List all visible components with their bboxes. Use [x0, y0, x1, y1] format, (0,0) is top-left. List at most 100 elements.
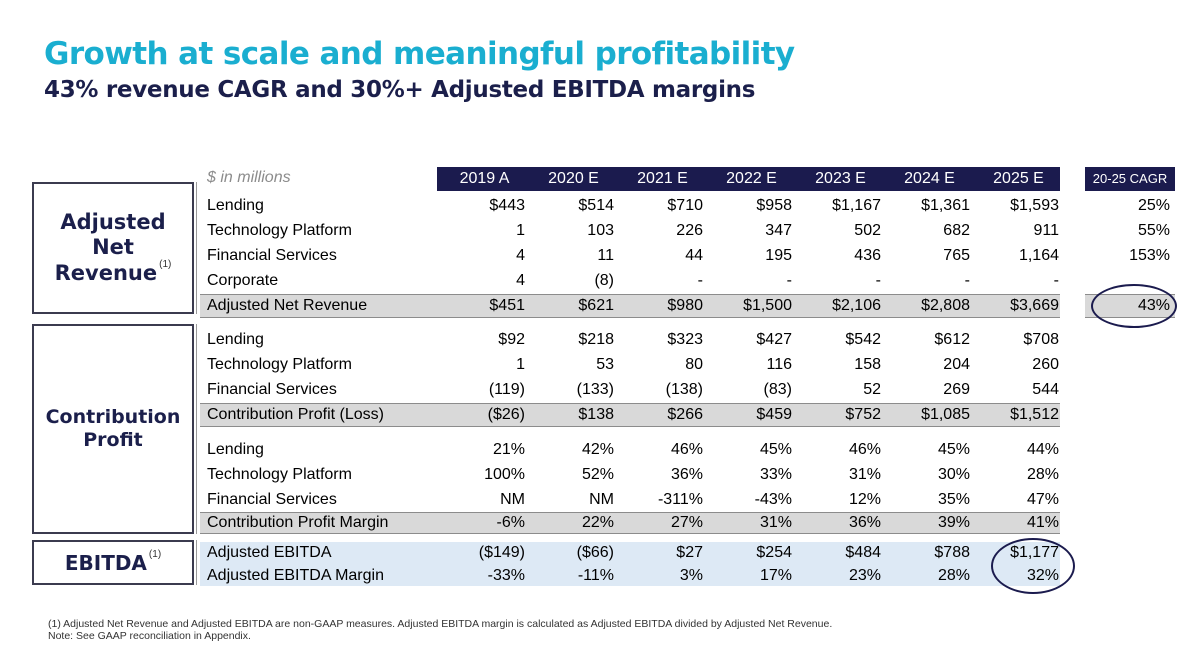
- footnote-1: (1) Adjusted Net Revenue and Adjusted EB…: [48, 618, 833, 630]
- table-cell: $451: [489, 297, 525, 314]
- row-label: Technology Platform: [207, 356, 352, 373]
- table-cell: -: [875, 272, 881, 289]
- table-cell: $752: [845, 406, 881, 423]
- table-cell: 53: [596, 356, 614, 373]
- table-cell: 44: [685, 247, 703, 264]
- table-cell: (138): [665, 381, 703, 398]
- table-cell: 1,164: [1018, 247, 1059, 264]
- table-cell: $1,085: [921, 406, 970, 423]
- table-row: Technology Platform 1 103 226 347 502 682 911 55…: [0, 219, 1194, 243]
- cagr-header: 20-25 CAGR: [1085, 167, 1175, 191]
- table-cell: $323: [667, 331, 703, 348]
- table-cell: 80: [685, 356, 703, 373]
- row-label: Financial Services: [207, 247, 337, 264]
- table-cell: $1,500: [743, 297, 792, 314]
- section-box-revenue: Adjusted Net Revenue (1): [32, 182, 194, 314]
- table-cell: -: [1053, 272, 1059, 289]
- cagr-cell: 153%: [1129, 247, 1170, 264]
- section-contribution-line2: Profit: [83, 429, 143, 451]
- table-cell: $2,808: [921, 297, 970, 314]
- table-cell: 44%: [1026, 441, 1059, 458]
- table-cell: 23%: [848, 567, 881, 584]
- units-label: $ in millions: [207, 169, 291, 186]
- table-cell: 46%: [670, 441, 703, 458]
- table-cell: -11%: [577, 567, 614, 584]
- section-revenue-line2: Net: [92, 235, 134, 260]
- table-cell: 33%: [759, 466, 792, 483]
- table-cell: (8): [594, 272, 614, 289]
- table-cell: 103: [587, 222, 614, 239]
- table-cell: -6%: [496, 514, 525, 531]
- year-header-cell: 2023 E: [815, 170, 866, 187]
- table-cell: $484: [845, 544, 881, 561]
- table-cell: 31%: [759, 514, 792, 531]
- table-row: Financial Services NM NM -311% -43% 12% 35% 47%: [0, 488, 1194, 512]
- row-label: Financial Services: [207, 381, 337, 398]
- table-cell: 36%: [848, 514, 881, 531]
- row-label: Adjusted EBITDA: [207, 544, 332, 561]
- table-cell: $1,593: [1010, 197, 1059, 214]
- row-label: Contribution Profit Margin: [207, 514, 389, 531]
- table-cell: 11: [597, 247, 614, 264]
- table-cell: -: [964, 272, 970, 289]
- table-cell: 260: [1032, 356, 1059, 373]
- table-cell: 502: [854, 222, 881, 239]
- section-revenue-line1: Adjusted: [60, 210, 166, 235]
- table-cell: $958: [756, 197, 792, 214]
- page-subtitle: 43% revenue CAGR and 30%+ Adjusted EBITD…: [44, 77, 756, 103]
- table-cell: 41%: [1026, 514, 1059, 531]
- table-cell: 436: [854, 247, 881, 264]
- table-cell: 28%: [937, 567, 970, 584]
- table-cell: NM: [589, 491, 614, 508]
- table-cell: 30%: [937, 466, 970, 483]
- table-cell: $1,361: [921, 197, 970, 214]
- table-cell: (119): [488, 381, 525, 398]
- table-cell: 52: [863, 381, 881, 398]
- table-cell: $266: [667, 406, 703, 423]
- table-cell: $2,106: [832, 297, 881, 314]
- row-label: Lending: [207, 197, 264, 214]
- table-cell: 204: [943, 356, 970, 373]
- footnote-marker: (1): [159, 258, 172, 270]
- table-cell: 100%: [484, 466, 525, 483]
- table-row: Lending $92 $218 $323 $427 $542 $612 $708: [0, 328, 1194, 352]
- table-cell: -: [697, 272, 703, 289]
- table-cell: $514: [578, 197, 614, 214]
- table-cell: $612: [934, 331, 970, 348]
- highlight-band-contribution-profit: [200, 403, 1060, 427]
- table-cell: 911: [1033, 222, 1059, 239]
- table-cell: 765: [943, 247, 970, 264]
- table-cell: 4: [516, 272, 525, 289]
- separator-line: [196, 182, 197, 314]
- table-cell: ($66): [576, 544, 614, 561]
- table-cell: $254: [756, 544, 792, 561]
- table-cell: $980: [667, 297, 703, 314]
- row-label: Adjusted EBITDA Margin: [207, 567, 384, 584]
- footnote-marker: (1): [148, 548, 162, 560]
- table-cell: 52%: [581, 466, 614, 483]
- table-row: Technology Platform 100% 52% 36% 33% 31% 30% 28…: [0, 463, 1194, 487]
- table-cell: $218: [578, 331, 614, 348]
- table-row: Lending $443 $514 $710 $958 $1,167 $1,361 $1,59…: [0, 194, 1194, 218]
- table-cell: 45%: [759, 441, 792, 458]
- row-label: Contribution Profit (Loss): [207, 406, 384, 423]
- table-cell: 21%: [492, 441, 525, 458]
- table-cell: 195: [765, 247, 792, 264]
- table-cell: 17%: [759, 567, 792, 584]
- table-cell: $788: [934, 544, 970, 561]
- separator-line: [196, 324, 197, 534]
- table-cell: $1,167: [832, 197, 881, 214]
- table-cell: -: [786, 272, 792, 289]
- year-header-cell: 2025 E: [993, 170, 1044, 187]
- table-cell: 27%: [670, 514, 703, 531]
- page-title: Growth at scale and meaningful profitabi…: [44, 36, 795, 72]
- section-revenue-line3: Revenue: [54, 260, 158, 285]
- footnote-2: Note: See GAAP reconciliation in Appendi…: [48, 630, 251, 642]
- table-cell: 158: [854, 356, 881, 373]
- table-cell: -43%: [754, 491, 792, 508]
- year-header-bar: [437, 167, 1060, 191]
- table-cell: $621: [578, 297, 614, 314]
- table-cell: 1: [516, 222, 525, 239]
- table-cell: 116: [766, 356, 792, 373]
- table-cell: $3,669: [1010, 297, 1059, 314]
